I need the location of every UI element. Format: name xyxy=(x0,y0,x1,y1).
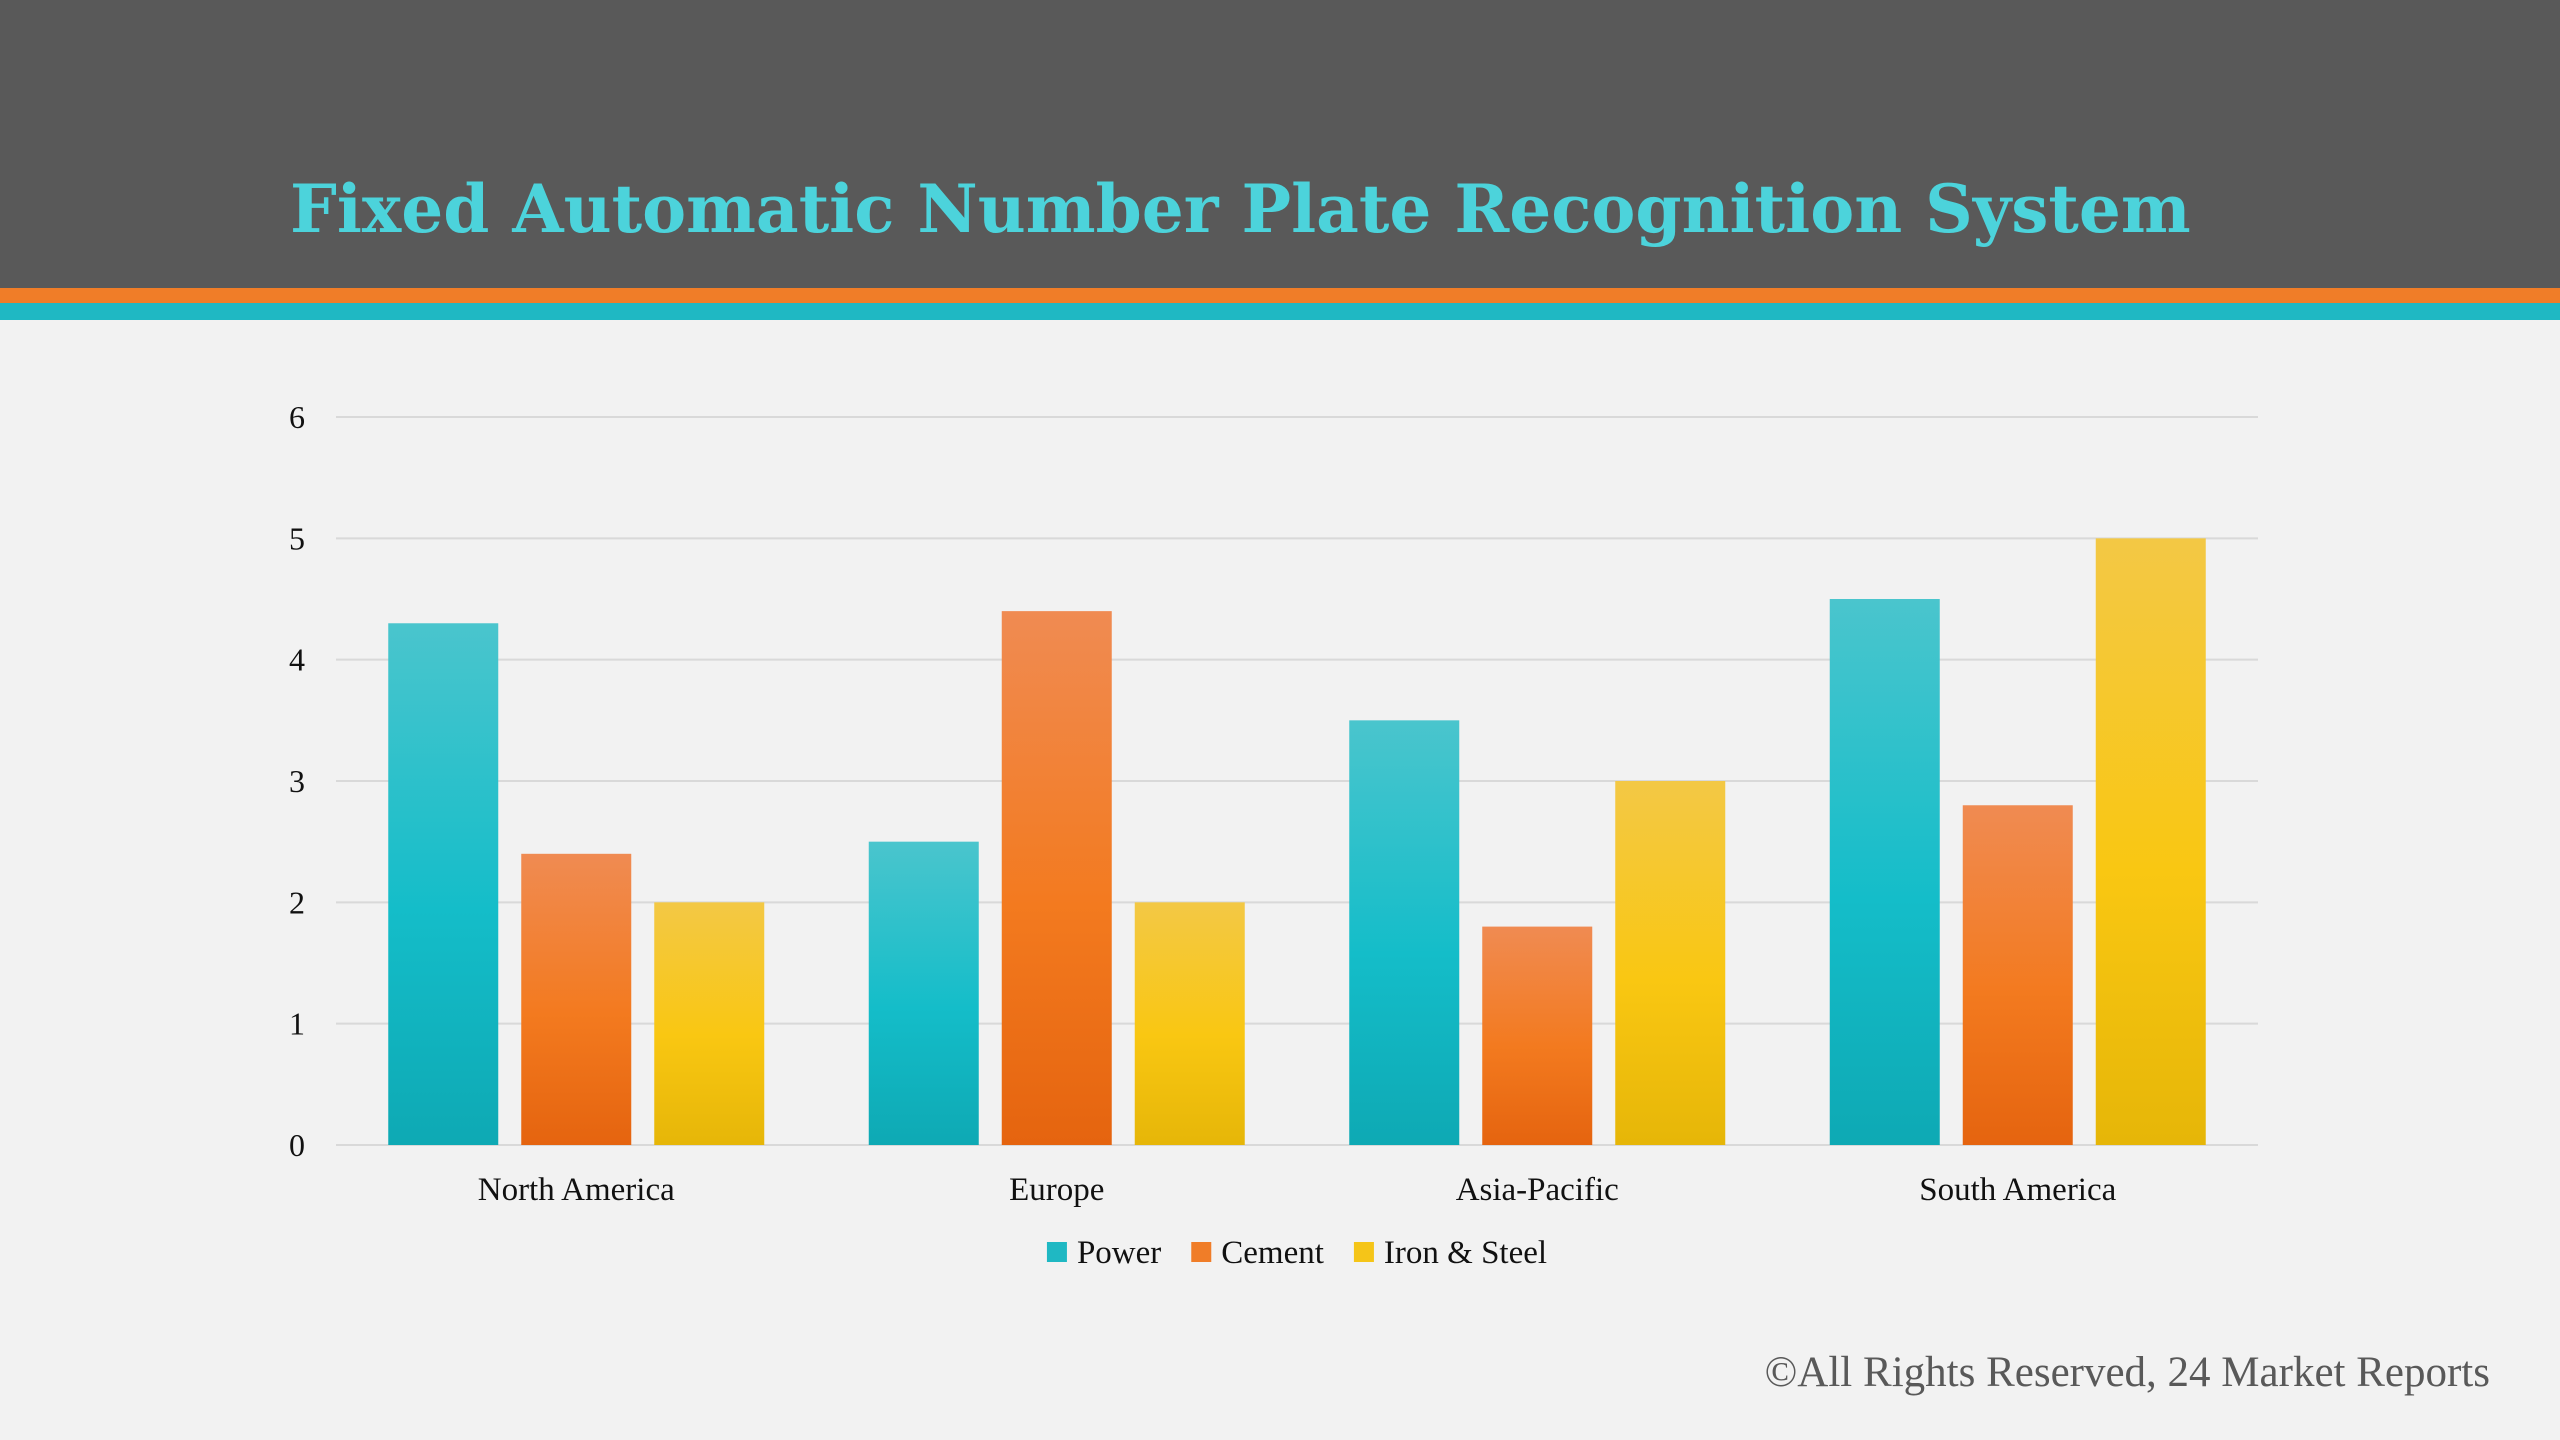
legend: Power Cement Iron & Steel xyxy=(1046,1235,1547,1271)
page-title: Fixed Automatic Number Plate Recognition… xyxy=(290,170,2191,248)
bar-power-asia-pacific xyxy=(1349,720,1460,1145)
legend-label: Iron & Steel xyxy=(1384,1235,1547,1271)
header-bar xyxy=(0,0,2560,288)
bar-iron-steel-south-america xyxy=(2095,538,2206,1145)
x-category-label: North America xyxy=(478,1172,675,1208)
x-category-label: Asia-Pacific xyxy=(1456,1172,1619,1208)
legend-label: Power xyxy=(1077,1235,1161,1271)
bars xyxy=(388,538,2206,1145)
bar-cement-asia-pacific xyxy=(1482,926,1593,1145)
legend-swatch-cement xyxy=(1191,1242,1212,1262)
y-tick-label: 1 xyxy=(289,1006,305,1042)
y-tick-label: 4 xyxy=(289,642,305,678)
bar-cement-north-america xyxy=(521,853,632,1145)
legend-label: Cement xyxy=(1221,1235,1324,1271)
x-category-label: South America xyxy=(1919,1172,2116,1208)
y-tick-label: 6 xyxy=(289,399,305,435)
bar-power-north-america xyxy=(388,623,499,1145)
bar-power-south-america xyxy=(1829,599,1940,1145)
legend-swatch-power xyxy=(1046,1242,1067,1262)
bar-iron-steel-europe xyxy=(1134,902,1245,1145)
legend-swatch-iron-steel xyxy=(1353,1242,1374,1262)
x-category-label: Europe xyxy=(1009,1172,1104,1208)
x-axis: North America Europe Asia-Pacific South Ame… xyxy=(478,1172,2117,1208)
y-tick-label: 0 xyxy=(289,1127,305,1163)
y-tick-label: 3 xyxy=(289,763,305,799)
bar-cement-europe xyxy=(1001,611,1112,1145)
orange-divider-stripe xyxy=(0,288,2560,303)
copyright-footer: ©All Rights Reserved, 24 Market Reports xyxy=(1764,1349,2490,1396)
bar-cement-south-america xyxy=(1962,805,2073,1145)
y-axis: 0 1 2 3 4 5 6 xyxy=(289,399,305,1163)
y-tick-label: 5 xyxy=(289,520,305,556)
bar-iron-steel-north-america xyxy=(654,902,765,1145)
bar-iron-steel-asia-pacific xyxy=(1615,781,1726,1145)
teal-divider-stripe xyxy=(0,303,2560,320)
y-tick-label: 2 xyxy=(289,884,305,920)
bar-power-europe xyxy=(868,841,979,1145)
